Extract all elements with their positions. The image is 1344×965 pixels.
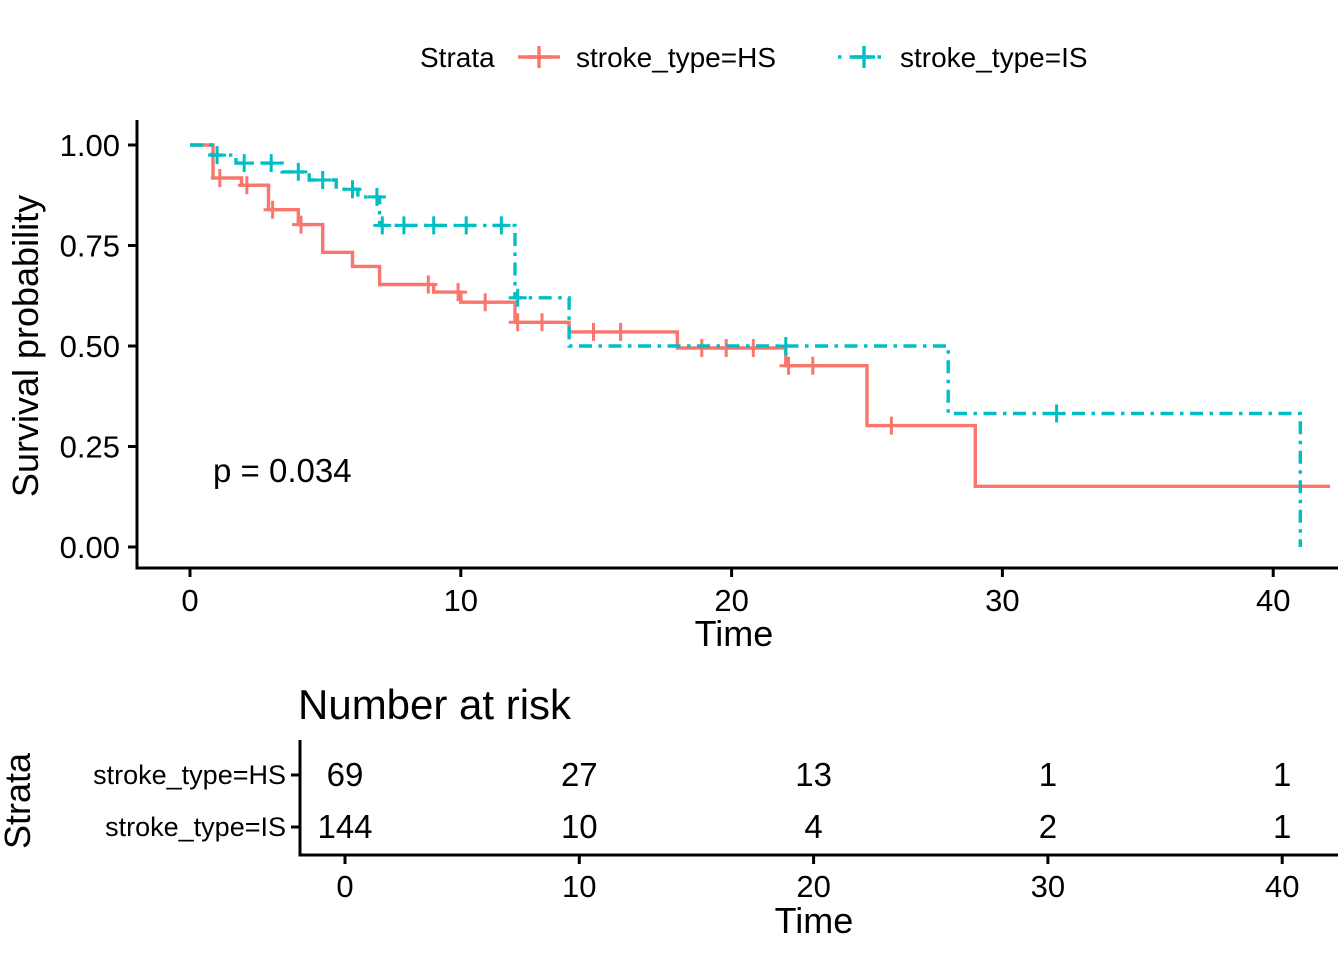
censor-plus-icon [611, 322, 630, 341]
y-tick-label: 1.00 [60, 128, 120, 163]
legend: Strata stroke_type=HS stroke_type=IS [420, 42, 1088, 73]
risk-count: 4 [804, 808, 822, 845]
censor-marks-hs [210, 169, 901, 435]
censor-plus-icon [292, 215, 310, 234]
censor-plus-icon [508, 313, 527, 332]
y-axis-title: Survival probability [5, 195, 46, 497]
risk-count: 1 [1273, 756, 1291, 793]
risk-count: 1 [1273, 808, 1291, 845]
main-axis-ticks: 0 10 20 30 40 1.00 0.75 0.50 0.25 0.00 [60, 128, 1291, 618]
censor-plus-icon [208, 146, 227, 165]
risk-table-counts: 69 27 13 1 1 144 10 4 2 1 [317, 756, 1291, 845]
censor-plus-icon [803, 356, 822, 375]
censor-plus-icon [367, 187, 386, 206]
pvalue-annotation: p = 0.034 [213, 452, 352, 489]
x-tick-label: 30 [985, 583, 1019, 618]
risk-table-axis-ticks: 0 10 20 30 40 [336, 855, 1299, 904]
censor-plus-icon [449, 283, 468, 302]
risk-x-tick-label: 40 [1265, 869, 1299, 904]
risk-x-tick-label: 10 [562, 869, 596, 904]
risk-table-x-axis-title: Time [775, 900, 854, 941]
x-tick-label: 0 [181, 583, 198, 618]
censor-plus-icon [776, 337, 795, 355]
risk-row-label-is: stroke_type=IS [105, 812, 286, 842]
censor-plus-icon [235, 154, 254, 173]
legend-title: Strata [420, 42, 495, 73]
risk-count: 10 [561, 808, 598, 845]
censor-plus-icon [492, 216, 511, 235]
y-tick-label: 0.50 [60, 329, 120, 364]
x-tick-label: 10 [444, 583, 478, 618]
censor-plus-icon [419, 275, 438, 294]
legend-key-is-dashdot-icon [838, 46, 884, 68]
censor-plus-icon [692, 339, 711, 357]
risk-table-y-axis-title: Strata [0, 752, 38, 849]
x-tick-label: 40 [1256, 583, 1290, 618]
censor-plus-icon [263, 200, 282, 219]
censor-plus-icon [508, 288, 527, 307]
censor-plus-icon [373, 216, 392, 235]
risk-count: 144 [317, 808, 372, 845]
censor-plus-icon [237, 176, 256, 195]
risk-x-tick-label: 20 [796, 869, 830, 904]
km-curve-hs [190, 143, 1331, 488]
risk-row-label-hs: stroke_type=HS [93, 760, 286, 790]
censor-plus-icon [717, 339, 736, 357]
censor-plus-icon [424, 216, 443, 235]
x-tick-label: 20 [714, 583, 748, 618]
legend-key-hs-line-icon [518, 46, 560, 68]
censor-plus-icon [262, 154, 281, 173]
censor-plus-icon [476, 293, 495, 312]
censor-plus-icon [457, 216, 476, 235]
risk-count: 13 [795, 756, 832, 793]
risk-table-title: Number at risk [298, 681, 572, 728]
y-tick-label: 0.25 [60, 430, 120, 465]
risk-x-tick-label: 0 [336, 869, 353, 904]
censor-plus-icon [744, 339, 763, 357]
risk-count: 69 [327, 756, 364, 793]
censor-plus-icon [584, 322, 603, 341]
censor-plus-icon [210, 169, 229, 187]
censor-plus-icon [394, 216, 413, 235]
censor-plus-icon [343, 180, 362, 199]
y-tick-label: 0.75 [60, 229, 120, 264]
risk-count: 1 [1039, 756, 1057, 793]
censor-plus-icon [1047, 404, 1066, 423]
legend-label-hs: stroke_type=HS [576, 42, 776, 73]
main-panel: 0 10 20 30 40 1.00 0.75 0.50 0.25 0.00 Survival p… [5, 120, 1338, 654]
censor-plus-icon [882, 416, 901, 435]
censor-marks-is [208, 146, 1066, 423]
censor-plus-icon [313, 171, 332, 189]
censor-plus-icon [289, 162, 308, 181]
censor-plus-icon [533, 313, 551, 332]
x-axis-title: Time [695, 613, 774, 654]
legend-label-is: stroke_type=IS [900, 42, 1088, 73]
risk-table: Number at risk Strata stroke_type=HS str… [0, 681, 1338, 941]
risk-count: 2 [1039, 808, 1057, 845]
censor-plus-icon [779, 356, 798, 375]
risk-x-tick-label: 30 [1031, 869, 1065, 904]
km-curves [190, 143, 1331, 547]
y-tick-label: 0.00 [60, 530, 120, 565]
risk-count: 27 [561, 756, 598, 793]
